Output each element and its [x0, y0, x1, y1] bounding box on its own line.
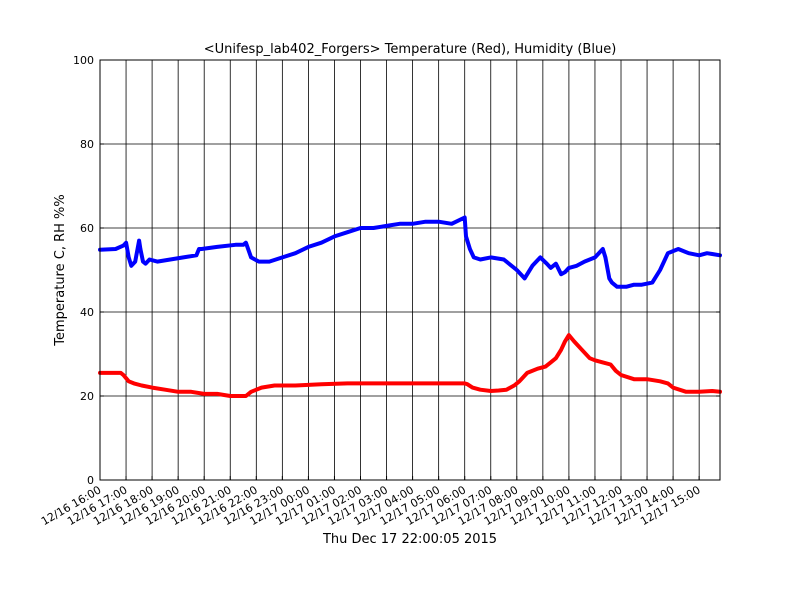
- y-tick-label: 100: [73, 54, 94, 67]
- y-tick-label: 0: [87, 474, 94, 487]
- y-tick-label: 60: [80, 222, 94, 235]
- series-layer: [98, 215, 722, 398]
- y-tick-label: 80: [80, 138, 94, 151]
- x-axis-label: Thu Dec 17 22:00:05 2015: [322, 532, 497, 547]
- chart-title: <Unifesp_lab402_Forgers> Temperature (Re…: [204, 42, 617, 57]
- y-tick-label: 20: [80, 390, 94, 403]
- humidity-series-line: [98, 215, 722, 289]
- y-axis-label: Temperature C, RH %%: [53, 194, 68, 346]
- y-tick-label: 40: [80, 306, 94, 319]
- temperature-series-line: [98, 333, 722, 398]
- grid: [99, 60, 720, 480]
- plot-frame: [99, 59, 721, 481]
